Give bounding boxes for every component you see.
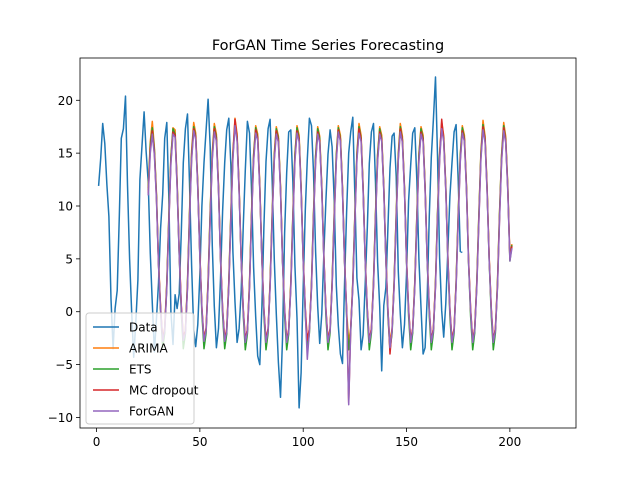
legend-box: [85, 312, 195, 425]
chart-title: ForGAN Time Series Forecasting: [212, 38, 444, 54]
legend-label: Data: [129, 321, 158, 335]
y-axis: −10 −5 0 5 10 15 20: [48, 94, 80, 425]
y-tick-label: 20: [58, 94, 73, 108]
x-tick-label: 0: [93, 435, 101, 449]
x-tick-label: 50: [192, 435, 207, 449]
y-tick-label: 10: [58, 200, 73, 214]
x-tick-label: 150: [395, 435, 418, 449]
legend-label: ETS: [129, 363, 152, 377]
y-tick-label: −5: [55, 358, 73, 372]
legend: Data ARIMA ETS MC dropout ForGAN: [85, 312, 199, 425]
x-tick-label: 100: [292, 435, 315, 449]
x-tick-label: 200: [498, 435, 521, 449]
legend-label: MC dropout: [129, 384, 199, 398]
y-tick-label: −10: [48, 411, 73, 425]
y-tick-label: 5: [65, 252, 73, 266]
legend-label: ARIMA: [129, 342, 168, 356]
x-axis: 0 50 100 150 200: [93, 428, 521, 449]
y-tick-label: 15: [58, 147, 73, 161]
series-line-forgan: [147, 124, 513, 406]
legend-label: ForGAN: [129, 405, 174, 419]
y-tick-label: 0: [65, 305, 73, 319]
plot-frame: [79, 57, 577, 429]
series-layer: [97, 76, 513, 409]
